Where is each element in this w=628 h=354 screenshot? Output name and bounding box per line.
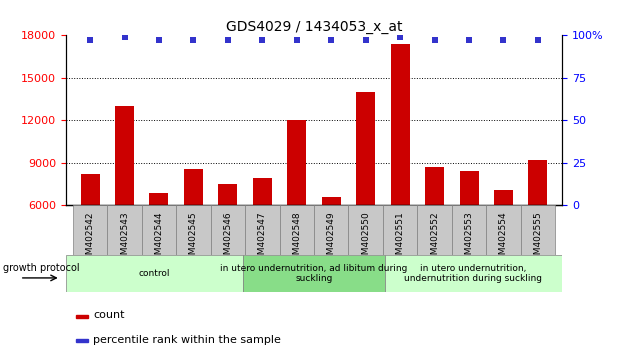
Bar (243, 255, 385, 292)
Bar (391, 44, 409, 205)
Bar (73, 205, 107, 255)
Text: GSM402553: GSM402553 (465, 211, 474, 266)
Text: GSM402554: GSM402554 (499, 211, 508, 266)
Point (119, 34, 129, 40)
Text: GSM402544: GSM402544 (154, 211, 163, 266)
Bar (210, 205, 245, 255)
Bar (176, 205, 210, 255)
Bar (107, 205, 142, 255)
Bar (529, 160, 548, 205)
Point (533, 38, 543, 43)
Bar (219, 184, 237, 205)
Point (430, 38, 440, 43)
Point (395, 34, 405, 40)
Bar (142, 205, 176, 255)
Text: GSM402555: GSM402555 (533, 211, 543, 266)
Point (292, 38, 302, 43)
Bar (149, 193, 168, 205)
Bar (452, 205, 486, 255)
Bar (253, 178, 272, 205)
Bar (521, 205, 555, 255)
Bar (314, 205, 349, 255)
Point (326, 38, 336, 43)
Bar (418, 205, 452, 255)
Point (360, 38, 371, 43)
Text: GSM402549: GSM402549 (327, 211, 336, 266)
Bar (385, 255, 562, 292)
Text: in utero undernutrition,
undernutrition during suckling: in utero undernutrition, undernutrition … (404, 264, 543, 283)
Text: GSM402552: GSM402552 (430, 211, 439, 266)
Point (257, 38, 268, 43)
Text: GSM402545: GSM402545 (189, 211, 198, 266)
Bar (460, 171, 479, 205)
Bar (279, 205, 314, 255)
Bar (383, 205, 418, 255)
Text: in utero undernutrition, ad libitum during
suckling: in utero undernutrition, ad libitum duri… (220, 264, 408, 283)
Bar (356, 92, 375, 205)
Point (464, 38, 474, 43)
Text: GSM402551: GSM402551 (396, 211, 404, 266)
Text: growth protocol: growth protocol (3, 263, 80, 273)
Bar (184, 169, 203, 205)
Point (188, 38, 198, 43)
Bar (486, 205, 521, 255)
Point (223, 38, 233, 43)
Bar (115, 106, 134, 205)
Bar (349, 205, 383, 255)
Text: count: count (93, 310, 125, 320)
Bar (494, 190, 513, 205)
Bar (76, 315, 89, 318)
Point (499, 38, 509, 43)
Text: control: control (139, 269, 170, 278)
Text: GSM402542: GSM402542 (85, 211, 95, 266)
Bar (425, 167, 444, 205)
Text: GSM402547: GSM402547 (258, 211, 267, 266)
Bar (80, 174, 99, 205)
Text: GSM402543: GSM402543 (120, 211, 129, 266)
Text: GSM402546: GSM402546 (224, 211, 232, 266)
Text: GSM402550: GSM402550 (361, 211, 370, 266)
Bar (287, 120, 306, 205)
Title: GDS4029 / 1434053_x_at: GDS4029 / 1434053_x_at (225, 21, 403, 34)
Text: GSM402548: GSM402548 (292, 211, 301, 266)
Text: percentile rank within the sample: percentile rank within the sample (93, 335, 281, 344)
Bar (322, 197, 341, 205)
Point (85, 38, 95, 43)
Bar (66, 255, 243, 292)
Bar (245, 205, 279, 255)
Bar (76, 339, 89, 342)
Point (154, 38, 164, 43)
